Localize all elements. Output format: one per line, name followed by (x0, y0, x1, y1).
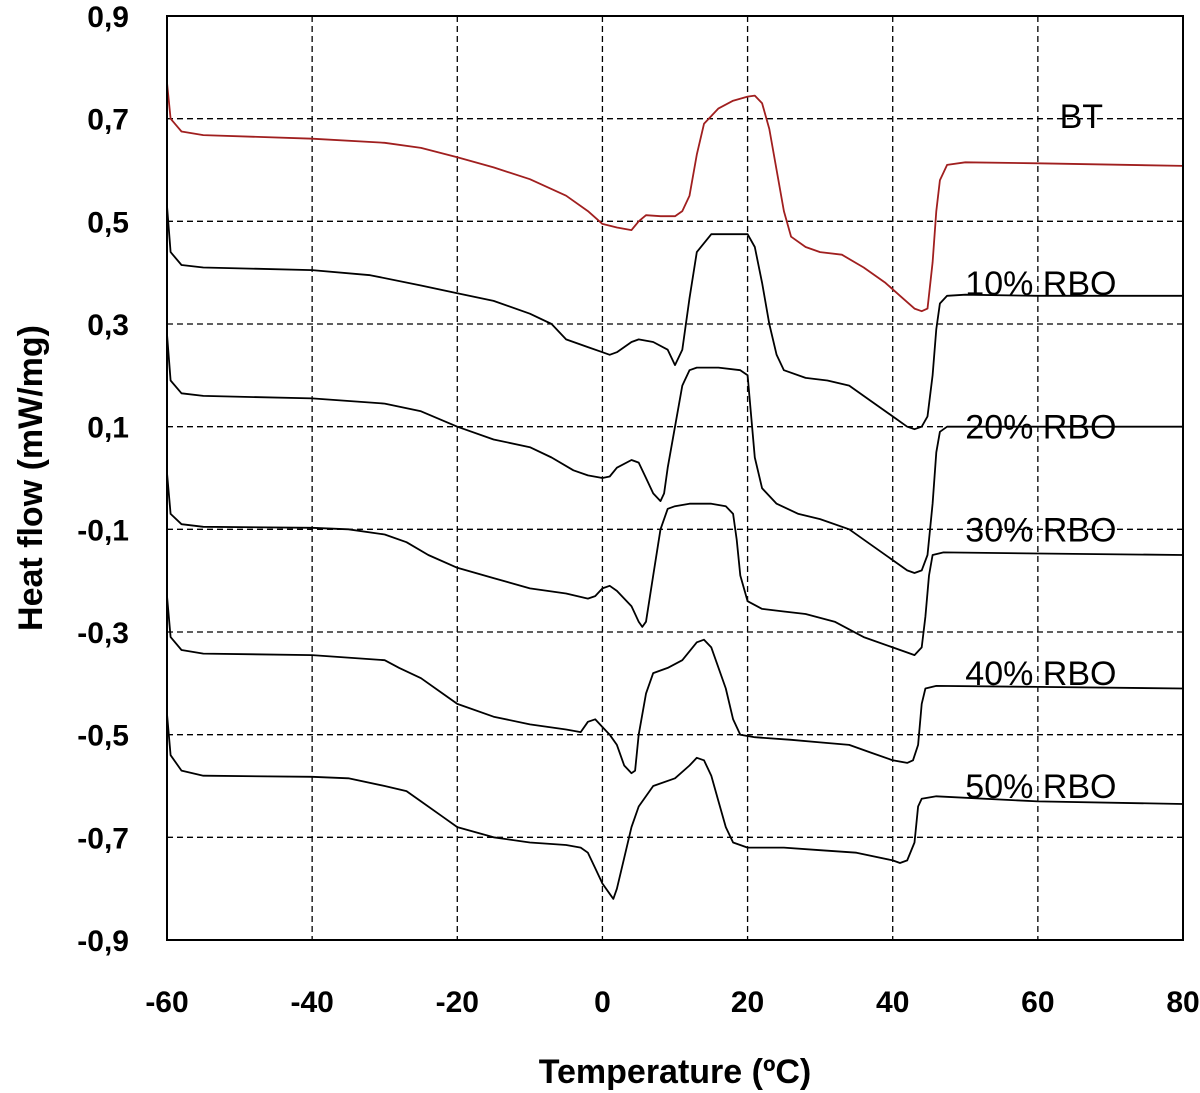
y-tick-label: 0,5 (87, 206, 129, 239)
curve-30-rbo (166, 472, 1184, 656)
y-tick-label: 0,3 (87, 309, 129, 342)
x-tick-label: 20 (731, 986, 764, 1019)
y-tick-label: 0,7 (87, 104, 129, 137)
series-label-20-rbo: 20% RBO (965, 409, 1116, 447)
series-label-30-rbo: 30% RBO (965, 511, 1116, 549)
y-tick-label: -0,5 (77, 720, 129, 753)
y-tick-label: -0,7 (77, 822, 129, 855)
x-axis-title: Temperature (ºC) (539, 1053, 812, 1091)
y-tick-label: 0,1 (87, 412, 129, 445)
curve-10-rbo (166, 205, 1183, 431)
x-axis-tick-labels: -60 -40 -20 0 20 40 60 80 (145, 986, 1199, 1019)
y-tick-label: -0,1 (77, 514, 129, 547)
y-tick-label: 0,9 (87, 1, 129, 34)
plot-area-frame (166, 15, 1184, 941)
x-tick-label: -40 (290, 986, 333, 1019)
series-labels: BT 10% RBO 20% RBO 30% RBO 40% RBO 50% RBO (965, 98, 1116, 806)
x-tick-label: 80 (1166, 986, 1199, 1019)
x-tick-label: 60 (1021, 986, 1054, 1019)
y-axis-tick-labels: 0,9 0,7 0,5 0,3 0,1 -0,1 -0,3 -0,5 -0,7 -0,9 (77, 1, 129, 958)
y-axis-title: Heat flow (mW/mg) (12, 325, 50, 631)
y-tick-label: -0,3 (77, 617, 129, 650)
series-label-10-rbo: 10% RBO (965, 265, 1116, 303)
curve-20-rbo (166, 334, 1183, 574)
curve-bt (166, 82, 1184, 313)
x-tick-label: -20 (436, 986, 479, 1019)
curve-50-rbo (166, 714, 1184, 900)
y-tick-label: -0,9 (77, 925, 129, 958)
curve-40-rbo (166, 596, 1184, 775)
x-tick-label: 0 (594, 986, 611, 1019)
x-tick-label: 40 (876, 986, 909, 1019)
series-label-50-rbo: 50% RBO (965, 768, 1116, 806)
series-label-40-rbo: 40% RBO (965, 655, 1116, 693)
x-tick-label: -60 (145, 986, 188, 1019)
heat-flow-curves (166, 82, 1184, 900)
series-label-bt: BT (1060, 98, 1103, 136)
